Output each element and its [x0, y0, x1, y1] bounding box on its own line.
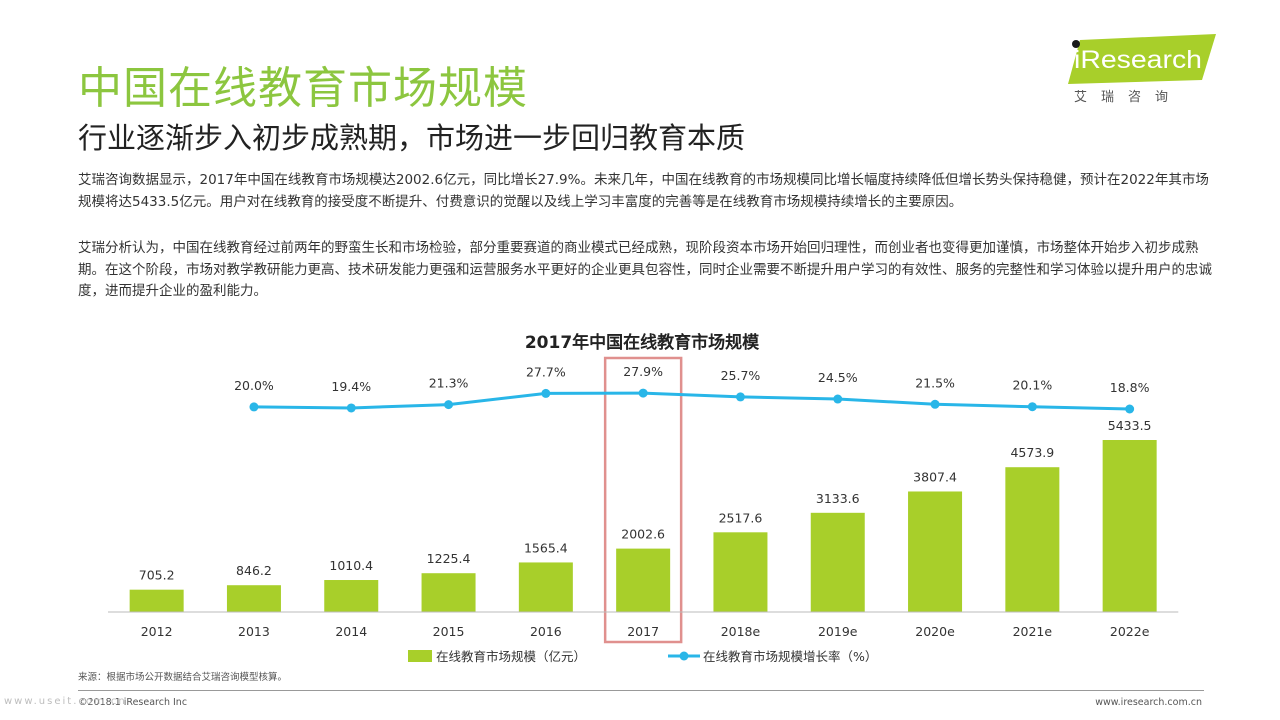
- growth-point-2019e: [833, 394, 843, 404]
- x-tick-label: 2013: [238, 624, 270, 639]
- growth-value-label: 20.1%: [1012, 378, 1052, 393]
- logo-brand-cn: 艾瑞咨询: [1074, 90, 1183, 105]
- bar-2015: [421, 573, 476, 612]
- legend-line-label: 在线教育市场规模增长率（%）: [703, 649, 877, 664]
- bar-value-label: 2002.6: [621, 527, 665, 542]
- iresearch-logo: iResearch: [1068, 34, 1216, 84]
- growth-point-2015: [444, 400, 454, 410]
- watermark-text: www.useit.com.cn: [4, 696, 127, 707]
- bar-value-label: 705.2: [139, 568, 175, 583]
- bar-2012: [129, 589, 184, 612]
- bar-2020e: [908, 491, 963, 612]
- x-tick-label: 2015: [433, 624, 465, 639]
- bar-value-label: 1565.4: [524, 540, 568, 555]
- growth-point-2017: [638, 388, 648, 398]
- source-note: 来源：根据市场公开数据结合艾瑞咨询模型核算。: [78, 672, 288, 683]
- legend-bar-label: 在线教育市场规模（亿元）: [436, 649, 586, 664]
- x-tick-label: 2017: [627, 624, 659, 639]
- bar-2021e: [1005, 467, 1060, 612]
- x-tick-label: 2020e: [915, 624, 955, 639]
- footer-divider: [78, 690, 1204, 691]
- bar-value-label: 3807.4: [913, 469, 957, 484]
- bar-2013: [226, 585, 281, 612]
- chart-title: 2017年中国在线教育市场规模: [525, 332, 760, 353]
- growth-rate-line: [253, 391, 1130, 411]
- growth-point-2018e: [735, 392, 745, 402]
- x-tick-label: 2019e: [818, 624, 858, 639]
- growth-point-2020e: [930, 399, 940, 409]
- x-tick-label: 2012: [141, 624, 173, 639]
- growth-value-label: 18.8%: [1110, 380, 1150, 395]
- logo-brand-text: iResearch: [1074, 46, 1202, 74]
- growth-value-label: 27.9%: [623, 364, 663, 379]
- intro-paragraph: 艾瑞咨询数据显示，2017年中国在线教育市场规模达2002.6亿元，同比增长27…: [78, 172, 1209, 210]
- growth-value-label: 24.5%: [818, 370, 858, 385]
- growth-point-2014: [346, 403, 356, 413]
- growth-value-label: 20.0%: [234, 378, 274, 393]
- analysis-paragraph: 艾瑞分析认为，中国在线教育经过前两年的野蛮生长和市场检验，部分重要赛道的商业模式…: [78, 240, 1212, 299]
- bar-2016: [518, 562, 573, 612]
- bar-2022e: [1102, 440, 1157, 612]
- x-tick-label: 2014: [335, 624, 367, 639]
- x-tick-label: 2022e: [1110, 624, 1150, 639]
- bar-value-label: 4573.9: [1010, 445, 1054, 460]
- page-subtitle: 行业逐渐步入初步成熟期，市场进一步回归教育本质: [78, 121, 746, 155]
- legend-line-marker: [679, 651, 689, 661]
- growth-value-label: 21.5%: [915, 375, 955, 390]
- growth-point-2022e: [1125, 404, 1135, 414]
- bar-value-label: 846.2: [236, 563, 272, 578]
- growth-value-label: 25.7%: [721, 368, 761, 383]
- growth-point-2021e: [1027, 402, 1037, 412]
- page-title: 中国在线教育市场规模: [78, 63, 528, 114]
- x-tick-label: 2018e: [721, 624, 761, 639]
- highlight-box-2017: [603, 356, 683, 644]
- bar-value-label: 2517.6: [719, 510, 763, 525]
- growth-value-label: 21.3%: [429, 376, 469, 391]
- market-size-chart: 2017年中国在线教育市场规模 705.2 846.2 1010.4 1225.4 15…: [108, 332, 1179, 664]
- website-link[interactable]: www.iresearch.com.cn: [1095, 697, 1202, 708]
- x-tick-label: 2021e: [1013, 624, 1053, 639]
- growth-point-2013: [249, 402, 259, 412]
- growth-value-label: 27.7%: [526, 364, 566, 379]
- copyright-text: ©2018.1 iResearch Inc: [78, 697, 188, 708]
- growth-value-label: 19.4%: [331, 379, 371, 394]
- bar-2017: [616, 548, 671, 612]
- growth-point-2016: [541, 388, 551, 398]
- bar-value-label: 5433.5: [1108, 418, 1152, 433]
- x-tick-label: 2016: [530, 624, 562, 639]
- bar-value-label: 1225.4: [427, 551, 471, 566]
- bar-2018e: [713, 532, 768, 612]
- bar-value-label: 1010.4: [329, 558, 373, 573]
- bar-value-label: 3133.6: [816, 491, 860, 506]
- bar-2019e: [810, 512, 865, 612]
- bar-2014: [324, 580, 379, 612]
- legend-bar-swatch: [408, 650, 432, 662]
